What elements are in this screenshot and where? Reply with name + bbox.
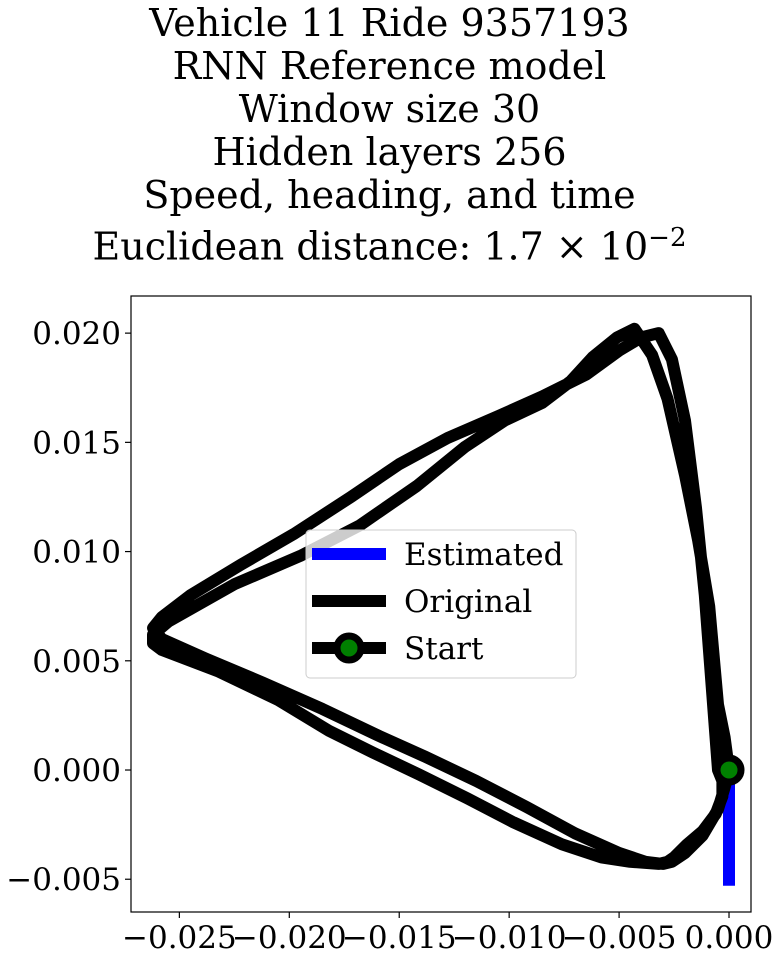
y-tick-label: 0.000 (32, 753, 121, 789)
title-line-5: Speed, heading, and time (143, 173, 636, 217)
title-line-1: Vehicle 11 Ride 9357193 (149, 1, 630, 45)
y-tick-label: 0.020 (32, 316, 121, 352)
title-line-6: Euclidean distance: 1.7 × 10−2 (0, 217, 779, 269)
x-tick-label: −0.015 (342, 920, 457, 956)
legend-box (305, 529, 577, 679)
x-tick-label: 0.000 (685, 920, 774, 956)
legend-marker-start (333, 632, 365, 664)
y-tick-label: −0.005 (6, 862, 121, 898)
legend: Estimated Original Start (305, 529, 577, 679)
legend-label-estimated: Estimated (404, 537, 563, 573)
y-tick-label: 0.010 (32, 535, 121, 571)
chart-title: Vehicle 11 Ride 9357193 RNN Reference mo… (0, 0, 779, 269)
x-tick-label: −0.025 (122, 920, 237, 956)
legend-label-original: Original (404, 584, 532, 620)
title-line-4: Hidden layers 256 (212, 130, 567, 174)
y-tick-label: 0.005 (32, 644, 121, 680)
x-tick-label: −0.020 (232, 920, 347, 956)
series-line-original (147, 322, 735, 870)
start-marker (713, 754, 745, 786)
legend-label-start: Start (404, 631, 484, 667)
axis-ticks: −0.025−0.020−0.015−0.010−0.005 0.0000.020… (6, 316, 773, 956)
x-tick-label: −0.010 (452, 920, 567, 956)
x-tick-label: −0.005 (562, 920, 677, 956)
title-line-6-text: Euclidean distance: 1.7 × 10 (92, 224, 649, 269)
title-line-6-exponent: −2 (648, 223, 687, 253)
plot-area (130, 295, 752, 913)
title-line-3: Window size 30 (238, 87, 541, 131)
series-layer (147, 322, 745, 886)
y-tick-label: 0.015 (32, 425, 121, 461)
title-line-2: RNN Reference model (172, 44, 607, 88)
